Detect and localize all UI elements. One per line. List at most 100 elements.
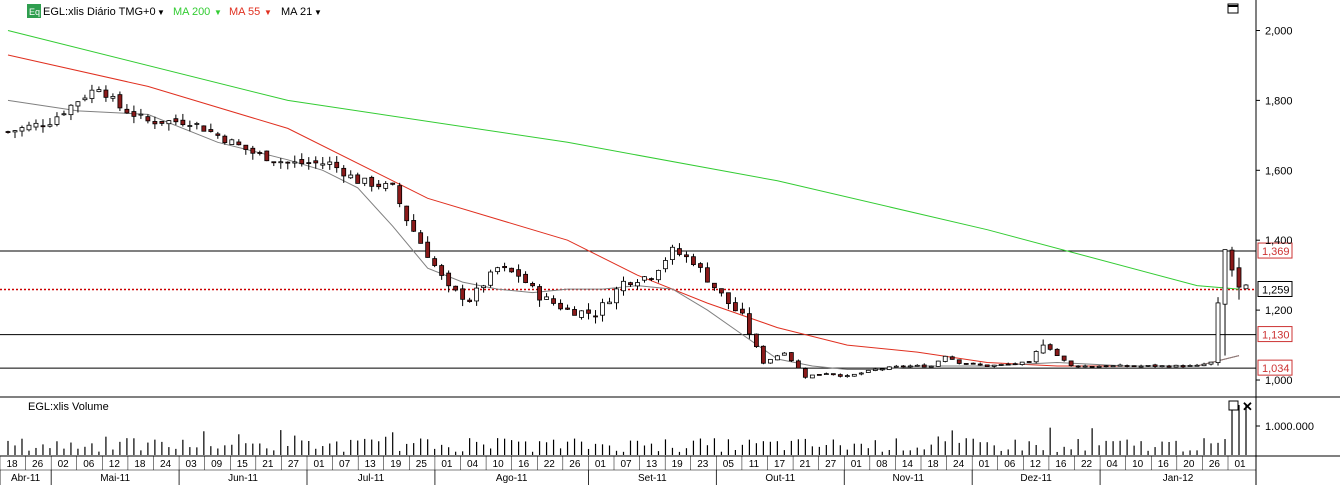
ma200-legend[interactable]: MA 200 — [173, 6, 210, 18]
candle-body — [614, 288, 619, 304]
candle-body — [320, 163, 326, 166]
eq-badge[interactable] — [27, 4, 41, 18]
candle-body — [914, 364, 920, 367]
candle-body — [593, 315, 598, 318]
candle-body — [635, 282, 640, 287]
candle-body — [837, 374, 843, 377]
ma21-legend[interactable]: MA 21 — [281, 6, 312, 18]
x-day-label: 19 — [672, 459, 684, 470]
candle-body — [830, 373, 836, 376]
candle-body — [1054, 348, 1060, 357]
candle-body — [383, 183, 389, 189]
maximize-icon[interactable] — [1227, 3, 1239, 14]
level-label: 1,034 — [1262, 363, 1290, 375]
candle-body — [551, 298, 556, 304]
candle-body — [117, 94, 123, 109]
candle-body — [991, 364, 997, 367]
chevron-down-icon[interactable]: ▼ — [264, 8, 272, 17]
x-day-label: 05 — [723, 459, 735, 470]
candle-body — [229, 139, 235, 145]
candle-body — [89, 89, 95, 99]
maximize-icon[interactable] — [1228, 400, 1239, 411]
candle-body — [1166, 365, 1172, 368]
level-label-box — [1257, 280, 1293, 297]
candle-body — [481, 285, 487, 289]
candle-body — [872, 368, 878, 371]
candle-body — [222, 135, 228, 144]
x-day-label: 01 — [851, 459, 863, 470]
candle-body — [425, 241, 431, 258]
x-month-label: Ago-11 — [496, 473, 528, 484]
candle-body — [341, 167, 347, 177]
candle-body — [243, 144, 249, 150]
candle-body — [663, 260, 668, 270]
candle-body — [628, 282, 633, 286]
candle-body — [411, 220, 417, 232]
level-label-box — [1257, 326, 1293, 343]
chevron-down-icon[interactable]: ▼ — [214, 8, 222, 17]
candle-body — [921, 364, 927, 368]
candle-body — [467, 299, 473, 302]
level-label: 1,130 — [1262, 330, 1290, 342]
candle-body — [285, 161, 291, 164]
ma200-line — [7, 30, 1240, 290]
candle-body — [208, 129, 214, 132]
ma55-legend[interactable]: MA 55 — [229, 6, 260, 18]
y-tick-label: 1,400 — [1265, 235, 1293, 247]
candle-body — [1047, 344, 1053, 350]
candle-body — [719, 288, 724, 294]
candle-body — [1075, 365, 1081, 368]
x-day-label: 16 — [1158, 459, 1170, 470]
candle-body — [299, 159, 305, 165]
x-day-label: 17 — [774, 459, 786, 470]
chevron-down-icon[interactable]: ▼ — [314, 8, 322, 17]
candle-body — [138, 113, 144, 116]
candle-body — [215, 133, 221, 136]
x-month-label: Set-11 — [638, 473, 667, 484]
candle-body — [40, 125, 46, 128]
x-day-label: 16 — [518, 459, 530, 470]
candle-body — [893, 365, 899, 368]
candle-body — [1033, 351, 1039, 363]
candle-body — [1194, 364, 1200, 367]
x-day-label: 25 — [416, 459, 428, 470]
candle-body — [1187, 365, 1193, 367]
x-day-label: 13 — [365, 459, 377, 470]
candle-body — [1110, 365, 1116, 368]
ma55-line — [7, 54, 1240, 367]
candle-body — [187, 125, 193, 127]
candle-body — [194, 123, 200, 125]
candle-body — [509, 267, 514, 273]
close-icon[interactable]: ✕ — [1242, 399, 1253, 414]
x-day-label: 07 — [620, 459, 632, 470]
candle-body — [530, 283, 535, 287]
candle-body — [1061, 355, 1067, 361]
candle-body — [1040, 344, 1046, 354]
candle-body — [579, 310, 584, 318]
level-label: 1,259 — [1262, 284, 1290, 296]
instrument-label[interactable]: EGL:xlis Diário TMG+0 — [43, 6, 156, 18]
candle-body — [1089, 365, 1095, 368]
candle-body — [1222, 249, 1228, 305]
candle-body — [823, 373, 829, 376]
x-day-label: 27 — [825, 459, 837, 470]
candle-body — [397, 185, 403, 205]
candle-body — [984, 364, 990, 367]
candle-body — [1145, 365, 1151, 367]
candle-body — [1236, 267, 1242, 288]
candle-body — [145, 116, 151, 122]
candle-body — [236, 141, 242, 146]
candle-body — [348, 174, 354, 179]
candle-body — [61, 113, 67, 116]
candle-body — [1096, 365, 1102, 368]
x-day-label: 18 — [134, 459, 146, 470]
candle-body — [1082, 365, 1088, 368]
chevron-down-icon[interactable]: ▼ — [157, 8, 165, 17]
x-day-label: 16 — [1055, 459, 1067, 470]
x-day-label: 23 — [697, 459, 709, 470]
candle-body — [935, 360, 941, 367]
x-day-label: 04 — [1107, 459, 1119, 470]
x-day-label: 14 — [902, 459, 914, 470]
candle-body — [439, 265, 445, 276]
